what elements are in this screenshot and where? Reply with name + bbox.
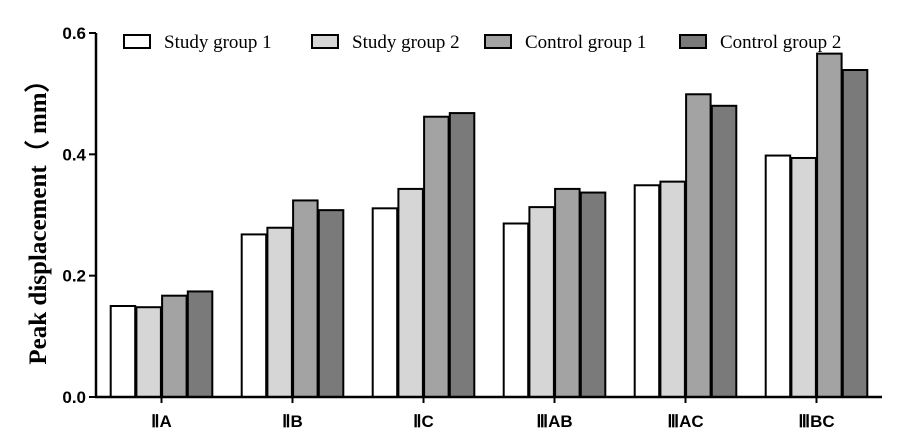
x-tick-label: ⅢAB [536, 412, 572, 431]
x-tick-label: ⅢBC [798, 412, 834, 431]
bar-4-5 [710, 104, 738, 399]
legend: Study group 1 Study group 2 Control group … [123, 32, 841, 53]
bar-2-3 [397, 187, 424, 398]
bar-1-6 [764, 154, 792, 398]
bar-1-2 [240, 233, 268, 398]
legend-label-1: Study group 1 [164, 32, 272, 53]
x-tick-label: ⅢAC [667, 412, 703, 431]
bar-3-4 [554, 187, 581, 398]
legend-swatch-1 [123, 34, 151, 49]
y-tick-label: 0.4 [62, 145, 86, 164]
bar-3-6 [816, 52, 843, 398]
bar-3-1 [161, 294, 188, 399]
x-tick-label: ⅡB [282, 412, 303, 431]
bar-3-3 [423, 115, 450, 398]
legend-swatch-3 [484, 34, 512, 49]
bar-3-2 [292, 199, 319, 398]
legend-label-4: Control group 2 [720, 32, 841, 53]
legend-swatch-2 [311, 34, 339, 49]
bar-2-4 [528, 206, 555, 398]
bar-2-1 [135, 306, 162, 399]
bar-4-4 [579, 191, 607, 398]
plot-area: ⅡA ⅡB ⅡC ⅢAB ⅢAC ⅢBC 0.0 0.2 0.4 0.6 [62, 24, 882, 431]
bar-1-3 [371, 207, 399, 398]
legend-label-2: Study group 2 [352, 32, 460, 53]
y-tick-label: 0.0 [62, 388, 86, 407]
bar-4-6 [841, 69, 869, 399]
legend-label-3: Control group 1 [525, 32, 646, 53]
x-tick-label: ⅡA [151, 412, 172, 431]
bar-2-2 [266, 226, 293, 398]
bar-1-4 [502, 222, 530, 398]
bar-4-3 [448, 112, 476, 399]
x-tick-label: ⅡC [413, 412, 434, 431]
bar-1-1 [109, 305, 137, 398]
y-tick-label: 0.6 [62, 24, 86, 43]
legend-swatch-4 [679, 34, 707, 49]
y-tick-label: 0.2 [62, 267, 86, 286]
bar-4-2 [317, 209, 345, 398]
bar-1-5 [633, 184, 661, 398]
y-axis-label: Peak displacement（ mm） [23, 67, 52, 364]
bar-3-5 [685, 93, 712, 398]
bar-2-6 [790, 156, 817, 398]
bar-2-5 [659, 180, 686, 398]
bar-4-1 [186, 290, 214, 398]
